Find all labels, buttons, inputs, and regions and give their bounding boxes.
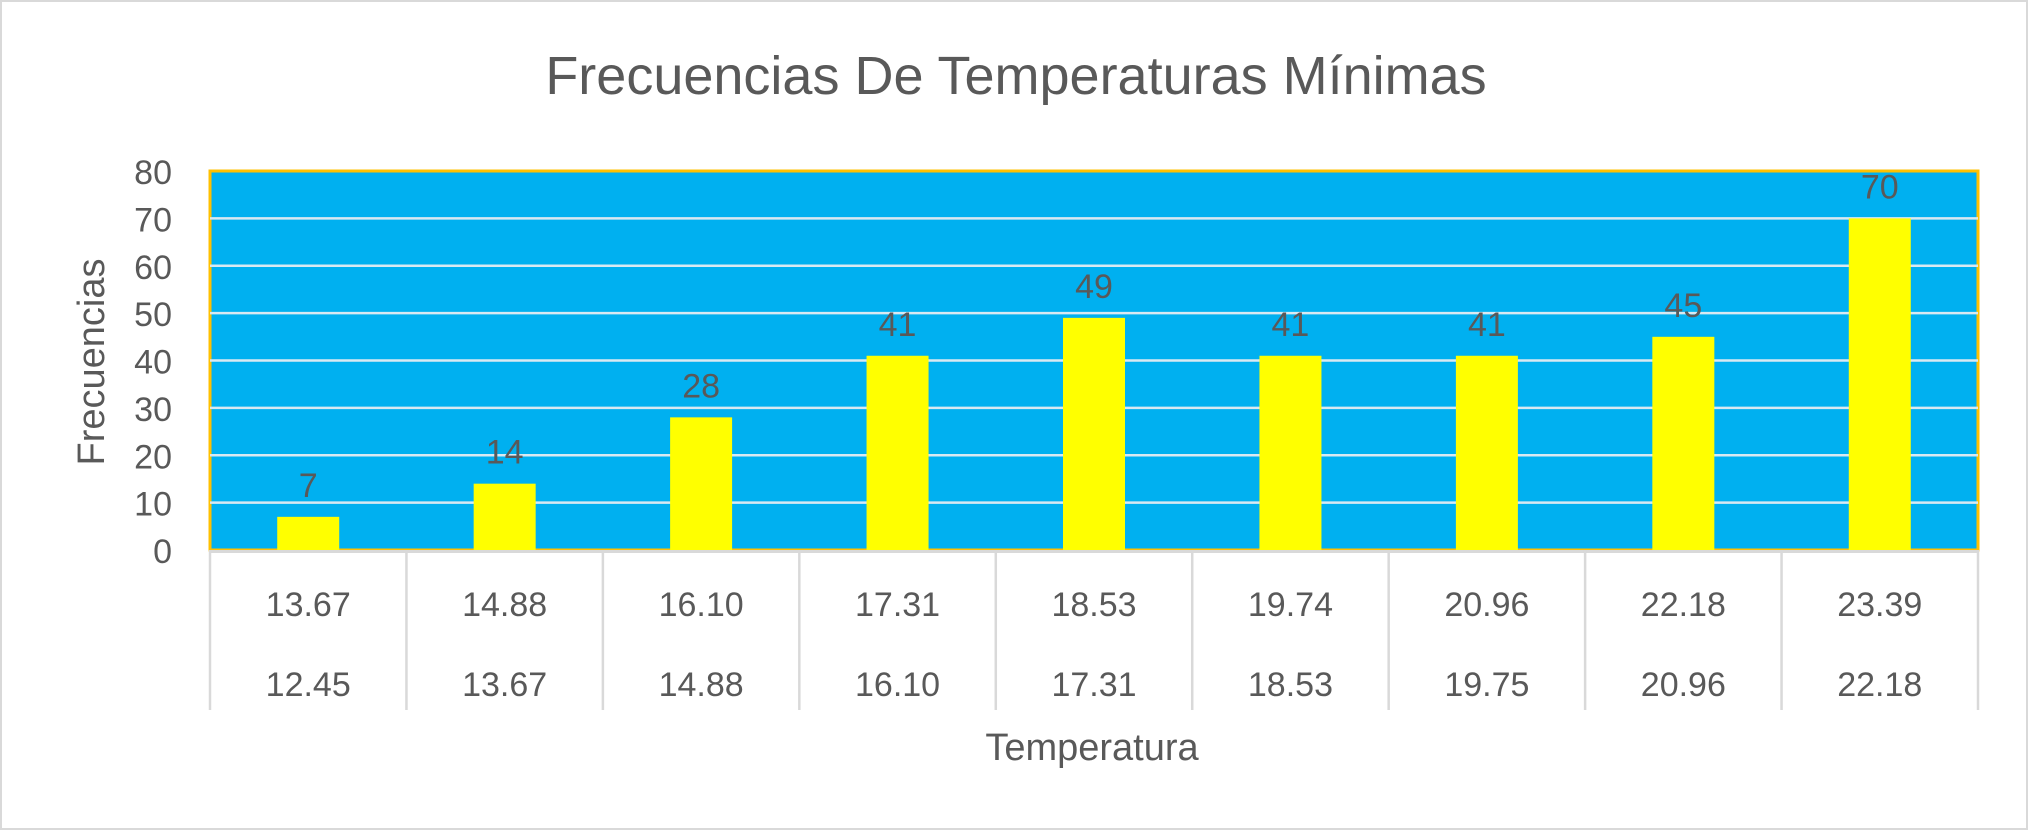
x-tick-label-lower: 12.45 bbox=[266, 666, 351, 704]
x-axis-title: Temperatura bbox=[985, 727, 1199, 769]
bar[interactable] bbox=[1455, 355, 1518, 550]
x-tick-label-upper: 18.53 bbox=[1051, 586, 1136, 624]
data-label: 7 bbox=[299, 467, 318, 505]
x-tick-label-upper: 17.31 bbox=[855, 586, 940, 624]
bar[interactable] bbox=[1063, 317, 1125, 550]
y-tick-label: 70 bbox=[134, 201, 172, 239]
x-tick-label-upper: 16.10 bbox=[659, 586, 744, 624]
x-tick-label-lower: 14.88 bbox=[659, 666, 744, 704]
bar[interactable] bbox=[1652, 336, 1715, 550]
data-label: 49 bbox=[1075, 268, 1113, 306]
y-tick-label: 80 bbox=[134, 154, 172, 192]
y-tick-label: 60 bbox=[134, 249, 172, 287]
x-tick-label-lower: 20.96 bbox=[1641, 666, 1726, 704]
bar[interactable] bbox=[1848, 218, 1911, 550]
x-tick-label-upper: 14.88 bbox=[462, 586, 547, 624]
data-label: 41 bbox=[1272, 306, 1310, 344]
bar[interactable] bbox=[866, 355, 929, 550]
data-label: 45 bbox=[1664, 287, 1702, 325]
chart-title: Frecuencias De Temperaturas Mínimas bbox=[545, 46, 1486, 106]
bar[interactable] bbox=[1259, 355, 1322, 550]
x-tick-label-lower: 13.67 bbox=[462, 666, 547, 704]
bar[interactable] bbox=[670, 417, 733, 550]
data-label: 14 bbox=[486, 434, 524, 472]
y-tick-label: 0 bbox=[153, 533, 172, 571]
data-label: 70 bbox=[1861, 168, 1899, 206]
x-tick-label-upper: 23.39 bbox=[1837, 586, 1922, 624]
y-axis-title: Frecuencias bbox=[71, 259, 113, 466]
y-tick-label: 20 bbox=[134, 438, 172, 476]
x-tick-label-upper: 22.18 bbox=[1641, 586, 1726, 624]
x-tick-label-lower: 18.53 bbox=[1248, 666, 1333, 704]
y-tick-label: 10 bbox=[134, 486, 172, 524]
x-tick-label-lower: 22.18 bbox=[1837, 666, 1922, 704]
data-label: 41 bbox=[1468, 306, 1506, 344]
x-tick-label-upper: 20.96 bbox=[1444, 586, 1529, 624]
x-tick-label-lower: 17.31 bbox=[1051, 666, 1136, 704]
x-tick-label-upper: 19.74 bbox=[1248, 586, 1333, 624]
data-label: 41 bbox=[879, 306, 917, 344]
bar[interactable] bbox=[277, 516, 340, 550]
x-tick-label-lower: 19.75 bbox=[1444, 666, 1529, 704]
y-tick-label: 30 bbox=[134, 391, 172, 429]
bar[interactable] bbox=[473, 483, 536, 550]
y-tick-label: 50 bbox=[134, 296, 172, 334]
y-tick-label: 40 bbox=[134, 344, 172, 382]
x-tick-label-upper: 13.67 bbox=[266, 586, 351, 624]
x-tick-label-lower: 16.10 bbox=[855, 666, 940, 704]
data-label: 28 bbox=[682, 367, 720, 405]
